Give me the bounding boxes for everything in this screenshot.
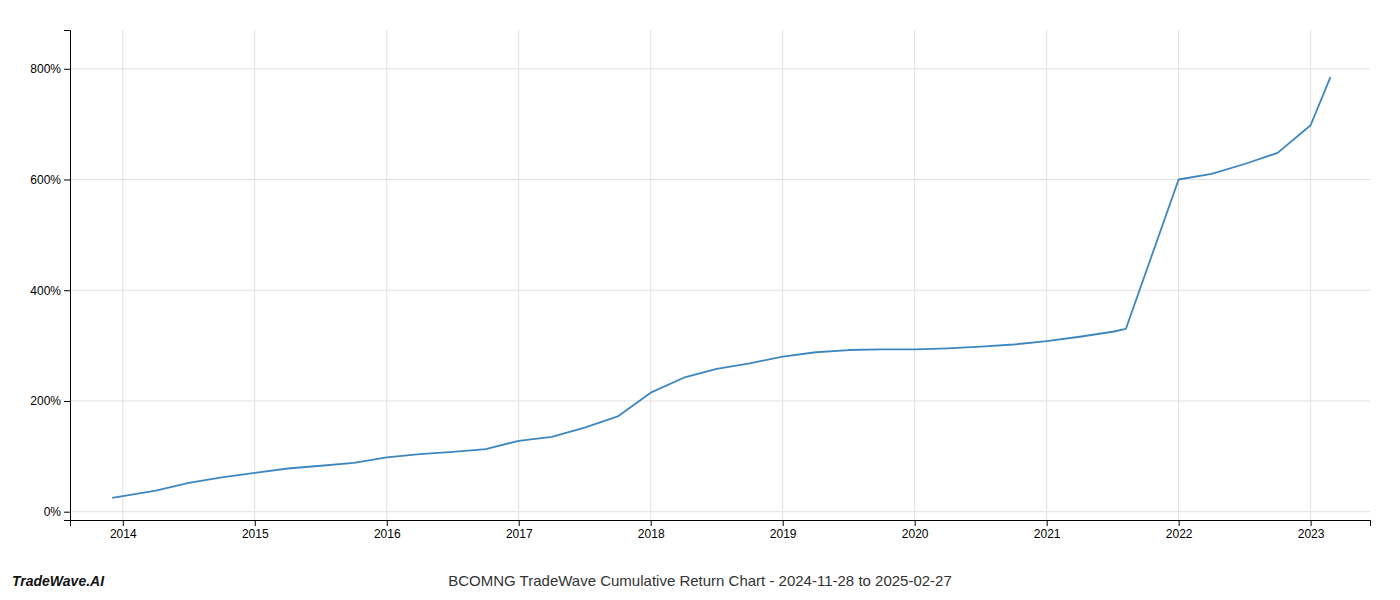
tick-mark [64, 69, 70, 70]
tick-mark [783, 520, 784, 526]
grid-line-x [386, 30, 387, 520]
tick-label: 2014 [110, 527, 137, 541]
title: BCOMNG TradeWave Cumulative Return Chart… [448, 572, 952, 589]
tick-label: 400% [30, 284, 61, 298]
grid-line-x [1046, 30, 1047, 520]
tick-mark [64, 401, 70, 402]
line [112, 77, 1330, 498]
grid-line-x [122, 30, 123, 520]
axis-line [71, 521, 1371, 527]
grid-line-y [70, 179, 1370, 180]
grid [70, 30, 1370, 520]
tick-label: 2015 [242, 527, 269, 541]
tick-label: 800% [30, 62, 61, 76]
tick-label: 600% [30, 173, 61, 187]
tick: 2017 [506, 520, 533, 541]
tick-mark [64, 290, 70, 291]
tick-label: 200% [30, 394, 61, 408]
tick-label: 2017 [506, 527, 533, 541]
tick: 0% [44, 505, 70, 519]
tick-mark [1179, 520, 1180, 526]
watermark: TradeWave.AI [12, 573, 105, 589]
tick-label: 2018 [638, 527, 665, 541]
tick-label: 2023 [1298, 527, 1325, 541]
tick-mark [1311, 520, 1312, 526]
tick: 2020 [902, 520, 929, 541]
grid-line-y [70, 68, 1370, 69]
tick: 2019 [770, 520, 797, 541]
tick: 2023 [1298, 520, 1325, 541]
grid-line-x [518, 30, 519, 520]
tick: 800% [30, 62, 70, 76]
tick-mark [519, 520, 520, 526]
tick: 2018 [638, 520, 665, 541]
tick: 2014 [110, 520, 137, 541]
tick-mark [255, 520, 256, 526]
tick-mark [64, 512, 70, 513]
grid-line-y [70, 400, 1370, 401]
grid-line-y [70, 511, 1370, 512]
tick: 2021 [1034, 520, 1061, 541]
tick-label: 2016 [374, 527, 401, 541]
y-axis: 0% 200% 400% 600% 800% [30, 31, 70, 521]
tick-mark [1047, 520, 1048, 526]
tick-mark [64, 179, 70, 180]
grid-line-y [70, 290, 1370, 291]
tick: 2016 [374, 520, 401, 541]
tick-mark [123, 520, 124, 526]
chart: 2014 2015 2016 2017 2018 2019 2020 2021 2022 2023… [0, 0, 1400, 600]
grid-line-x [914, 30, 915, 520]
plot-root: 2014 2015 2016 2017 2018 2019 2020 2021 2022 2023… [30, 30, 1370, 541]
tick-mark [651, 520, 652, 526]
tick: 600% [30, 173, 70, 187]
tick-mark [387, 520, 388, 526]
grid-line-x [1310, 30, 1311, 520]
grid-line-x [1178, 30, 1179, 520]
tick-label: 2019 [770, 527, 797, 541]
grid-line-x [254, 30, 255, 520]
grid-line-x [650, 30, 651, 520]
tick: 200% [30, 394, 70, 408]
tick: 2015 [242, 520, 269, 541]
tick: 2022 [1166, 520, 1193, 541]
plot-area [112, 77, 1330, 498]
tick-label: 2020 [902, 527, 929, 541]
axis-line [64, 31, 71, 521]
grid-line-x [782, 30, 783, 520]
tick-mark [915, 520, 916, 526]
tick-label: 0% [44, 505, 62, 519]
tick-label: 2021 [1034, 527, 1061, 541]
tick-label: 2022 [1166, 527, 1193, 541]
x-axis: 2014 2015 2016 2017 2018 2019 2020 2021 2022 2023 [71, 520, 1371, 541]
tick: 400% [30, 284, 70, 298]
